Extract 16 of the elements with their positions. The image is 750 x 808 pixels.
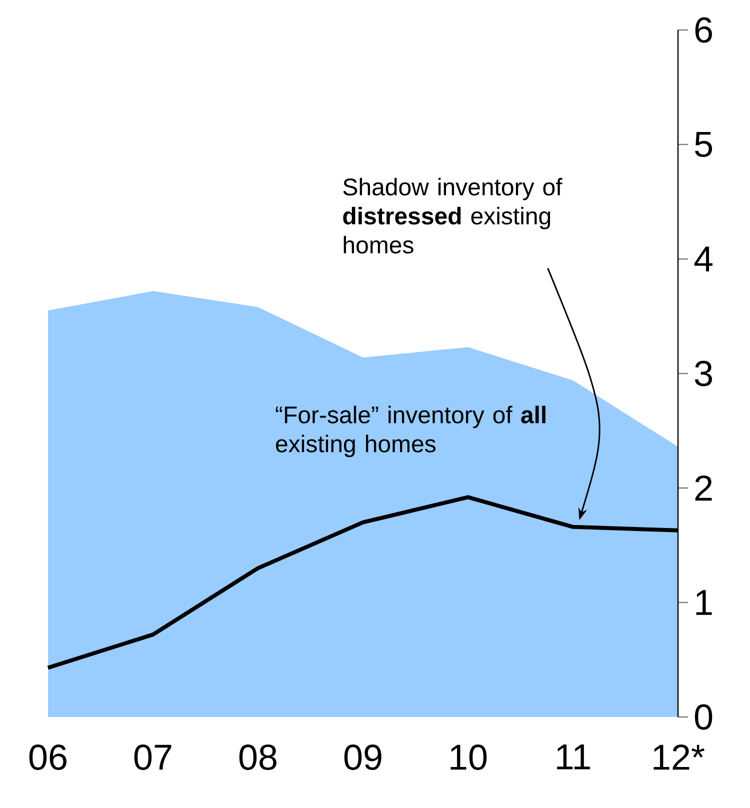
x-tick-label: 10 [450, 744, 487, 770]
x-tick-label: 12* [654, 744, 704, 770]
x-tick-label: 09 [344, 744, 382, 770]
y-tick-label: 0 [694, 704, 712, 730]
x-tick-label: 06 [29, 744, 66, 770]
x-tick-label: 07 [134, 744, 172, 770]
y-tick-label: 1 [696, 590, 712, 615]
text: Shadow inventory of distressed existing homes [343, 178, 562, 254]
y-tick-label: 5 [694, 132, 712, 158]
text: “For-sale” inventory of all existing homes [276, 406, 546, 458]
y-tick-label: 6 [695, 17, 712, 43]
y-tick-label: 3 [694, 360, 712, 386]
x-tick-label: 08 [239, 744, 276, 770]
y-tick-label: 4 [694, 246, 712, 272]
y-tick-label: 2 [695, 475, 712, 501]
x-tick-label: 11 [557, 744, 590, 770]
